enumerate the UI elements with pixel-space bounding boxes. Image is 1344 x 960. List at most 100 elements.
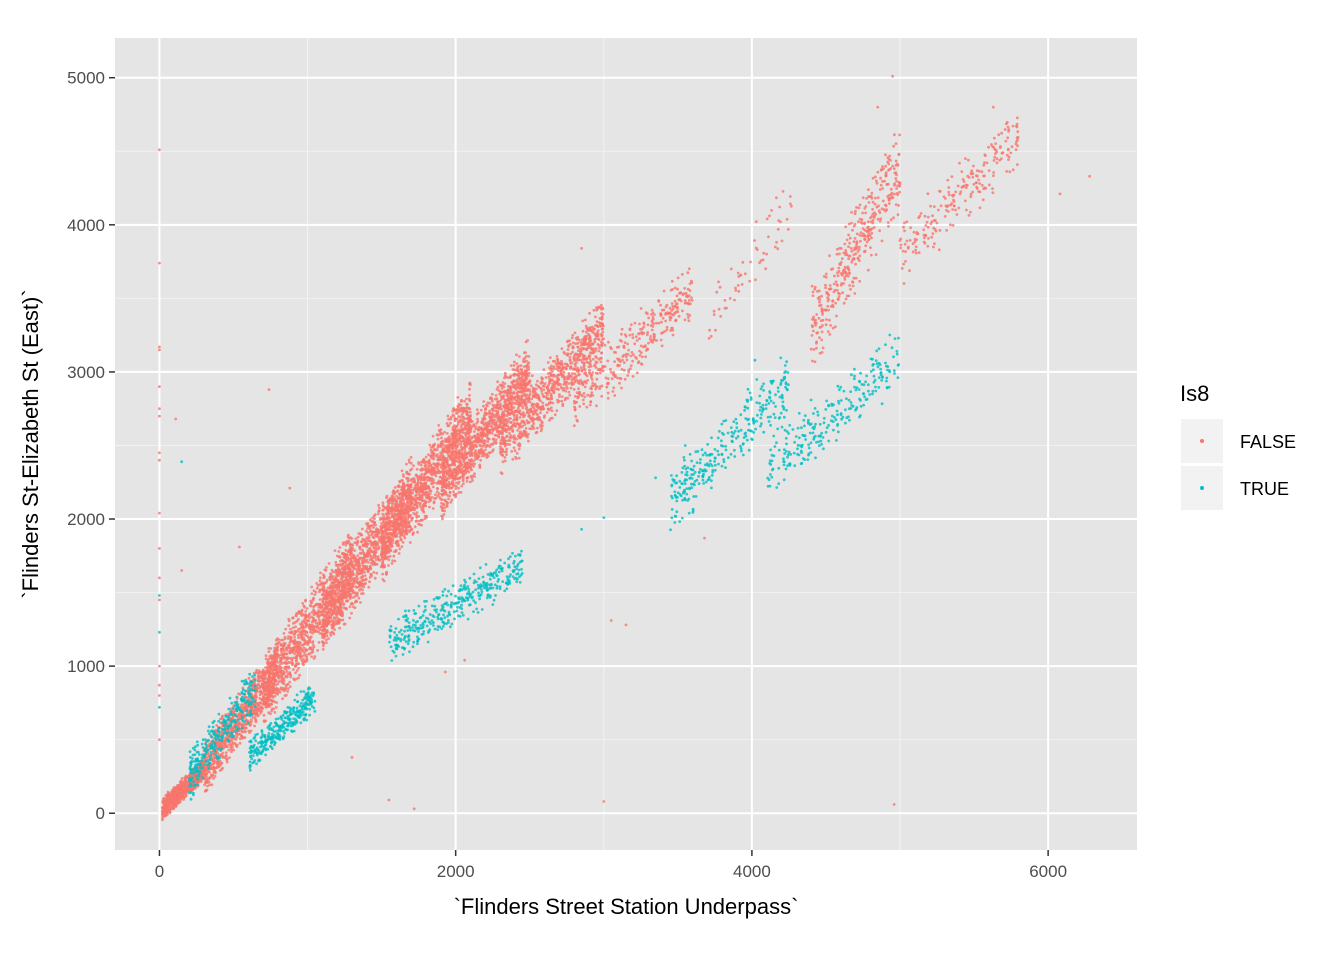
data-point <box>361 588 364 592</box>
data-point <box>314 629 318 632</box>
data-point <box>343 592 347 595</box>
data-point <box>234 738 238 741</box>
data-point <box>409 461 413 465</box>
data-point <box>185 782 189 785</box>
data-point <box>336 621 339 625</box>
data-point <box>323 635 327 638</box>
data-point <box>400 495 404 499</box>
data-point <box>266 691 270 695</box>
data-point <box>210 783 214 787</box>
data-point <box>287 645 291 649</box>
data-point <box>267 704 271 708</box>
data-point <box>426 475 430 479</box>
data-point <box>440 436 443 440</box>
data-point <box>292 633 296 636</box>
data-point <box>460 400 463 403</box>
data-point <box>381 538 384 541</box>
data-point <box>445 432 449 435</box>
data-point <box>438 475 442 479</box>
data-point <box>352 579 356 583</box>
data-point <box>172 796 176 799</box>
data-point <box>273 646 276 650</box>
data-point <box>315 586 319 590</box>
data-point <box>303 660 307 663</box>
data-point <box>310 629 313 632</box>
data-point <box>348 616 352 620</box>
data-point <box>286 673 290 676</box>
data-point <box>316 630 320 634</box>
data-point <box>339 572 343 576</box>
data-point <box>463 399 466 403</box>
data-point <box>280 651 283 654</box>
data-point <box>240 703 244 706</box>
data-point <box>339 608 343 611</box>
data-point <box>264 687 268 690</box>
data-point <box>166 803 170 807</box>
data-point <box>332 612 335 616</box>
data-point <box>437 479 441 483</box>
data-point <box>267 647 271 650</box>
data-point <box>223 744 227 747</box>
data-point <box>324 632 328 636</box>
data-point <box>286 687 290 691</box>
data-point <box>331 618 335 622</box>
data-point <box>405 462 408 466</box>
data-point <box>377 558 381 562</box>
data-point <box>368 580 371 584</box>
data-point <box>436 433 440 437</box>
data-point <box>400 478 404 482</box>
data-point <box>318 583 322 587</box>
data-point <box>310 592 314 595</box>
data-point <box>167 796 171 799</box>
data-point <box>366 527 369 530</box>
data-point <box>287 624 291 627</box>
data-point <box>455 433 458 436</box>
data-point <box>281 645 285 648</box>
data-point <box>172 786 176 790</box>
data-point <box>383 526 387 529</box>
data-point <box>344 559 348 562</box>
data-point <box>356 594 359 597</box>
data-point <box>336 606 339 609</box>
data-point <box>387 543 391 547</box>
data-point <box>203 783 207 787</box>
data-point <box>329 634 333 637</box>
data-point <box>337 550 341 553</box>
data-point <box>285 658 289 661</box>
data-point <box>295 654 299 658</box>
data-point <box>334 586 338 590</box>
data-point <box>251 716 255 719</box>
data-point <box>297 617 300 621</box>
data-point <box>281 672 285 676</box>
data-point <box>325 580 328 584</box>
data-point <box>423 514 427 518</box>
data-point <box>434 493 437 497</box>
data-point <box>399 537 403 541</box>
data-point <box>387 512 391 516</box>
data-points <box>158 74 1091 822</box>
data-point <box>277 638 281 641</box>
data-point <box>214 731 218 735</box>
data-point <box>450 437 454 441</box>
data-point <box>368 524 372 528</box>
data-point <box>334 594 337 598</box>
data-point <box>364 577 368 581</box>
data-point <box>309 604 313 608</box>
data-point <box>161 814 165 817</box>
data-point <box>319 571 322 575</box>
data-point <box>390 494 394 498</box>
data-point <box>162 798 166 801</box>
data-point <box>416 490 419 494</box>
data-point <box>373 561 377 565</box>
data-point <box>275 701 279 704</box>
data-point <box>415 467 419 471</box>
data-point <box>406 479 410 483</box>
data-point <box>325 601 329 604</box>
data-point <box>282 677 286 681</box>
data-point <box>303 605 306 609</box>
data-point <box>360 527 364 531</box>
data-point <box>359 601 362 604</box>
data-point <box>428 505 431 509</box>
data-point <box>316 614 320 618</box>
data-point <box>274 667 277 670</box>
